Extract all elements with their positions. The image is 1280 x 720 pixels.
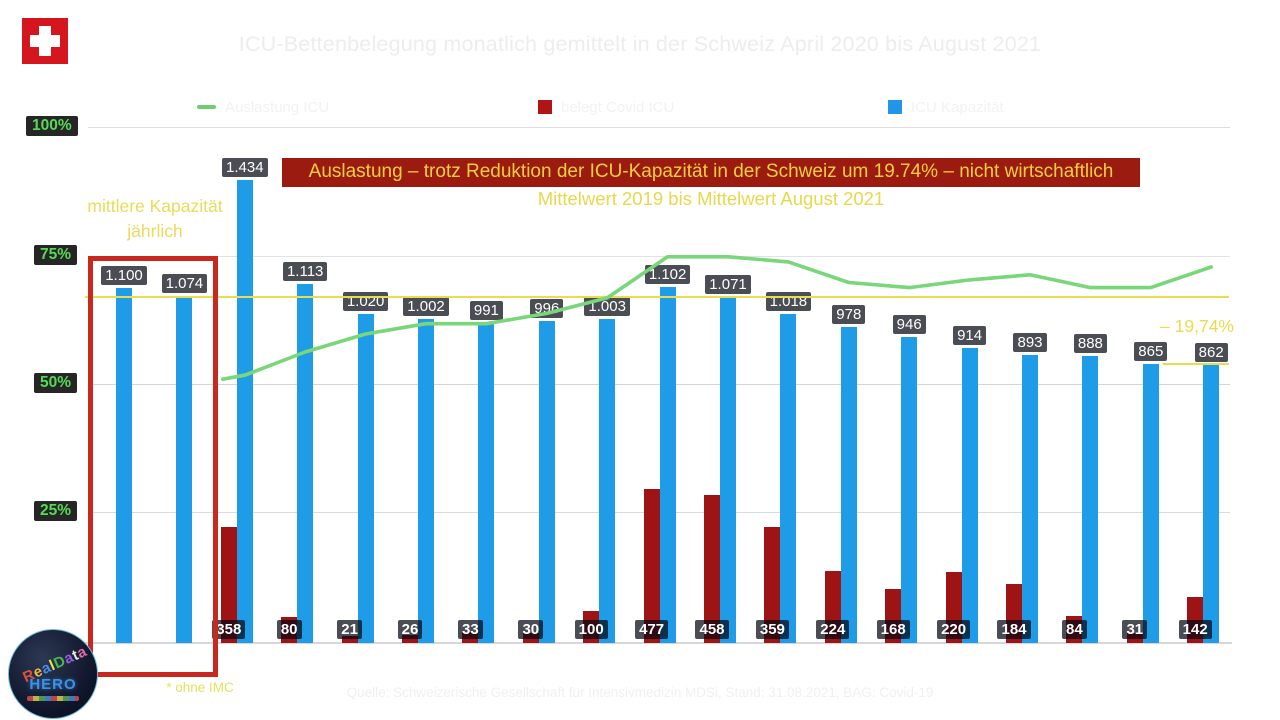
covid-bar [704, 495, 720, 643]
x-axis-baseline [85, 642, 1232, 644]
capacity-value-label: 1.003 [562, 297, 652, 316]
covid-value-label: 358 [184, 620, 274, 639]
red-square-marker-icon [538, 100, 552, 114]
capacity-value-label: 1.113 [260, 262, 350, 281]
capacity-bar [780, 314, 797, 643]
legend-item-auslastung: Auslastung ICU [197, 98, 330, 116]
covid-value-label: 359 [727, 620, 817, 639]
gridline-100 [88, 127, 1230, 128]
covid-value-label: 220 [909, 620, 999, 639]
footnote: * ohne IMC [166, 680, 234, 695]
y-axis-label-25: 25% [34, 501, 78, 521]
covid-value-label: 84 [1029, 620, 1119, 639]
covid-bar [402, 635, 418, 643]
logo: RealData HERO [8, 629, 98, 719]
legend-label: belegt Covid ICU [561, 98, 675, 116]
covid-bar [220, 527, 237, 643]
covid-value-label: 26 [365, 620, 455, 639]
covid-value-label: 30 [486, 620, 576, 639]
capacity-value-label: 1.100 [79, 266, 169, 285]
capacity-bar [840, 327, 857, 643]
capacity-bar [1022, 355, 1038, 643]
capacity-bar [901, 337, 918, 643]
covid-value-label: 100 [546, 620, 636, 639]
x-axis-label: 08 [1193, 650, 1213, 669]
swiss-flag [22, 18, 68, 64]
covid-value-label: 458 [667, 620, 757, 639]
x-axis-label: 11 [650, 650, 669, 669]
x-axis-label: 08 [468, 650, 488, 669]
capacity-bar [720, 297, 736, 643]
covid-value-label: 477 [607, 620, 697, 639]
capacity-bar [176, 296, 193, 643]
legend-item-covid: belegt Covid ICU [538, 98, 675, 116]
blue-square-marker-icon [888, 100, 902, 114]
capacity-bar [357, 314, 374, 643]
gridline-50 [88, 384, 1230, 385]
source-note: Quelle: Schweizerische Gesellschaft für … [346, 685, 934, 700]
logo-subtitle: HERO [29, 676, 77, 693]
x-axis-label: 2018 [97, 650, 135, 669]
covid-value-label: 80 [244, 620, 334, 639]
capacity-bar [1142, 364, 1159, 643]
covid-value-label: 184 [969, 620, 1059, 639]
capacity-bar [478, 323, 495, 643]
covid-bar [643, 489, 660, 643]
x-axis-label: 2019* [155, 650, 198, 670]
x-axis-label: 10 [589, 650, 609, 669]
legend-item-kapazitaet: ICU Kapazität [888, 98, 1004, 116]
mean-2019-line [85, 296, 1229, 298]
covid-value-label: 168 [848, 620, 938, 639]
x-axis-label: 07 [408, 650, 428, 669]
capacity-bar [1203, 365, 1220, 643]
x-axis-label: 02 [831, 650, 851, 669]
mean-2021-line [1163, 363, 1229, 365]
x-axis-label: 09 [529, 650, 549, 669]
capacity-bar [961, 348, 978, 643]
capacity-bar [538, 321, 555, 643]
capacity-bar [599, 319, 616, 643]
legend-label: Auslastung ICU [225, 98, 330, 116]
covid-value-label: 33 [425, 620, 515, 639]
x-axis-label: 04 [227, 650, 247, 669]
x-axis-label: 03 [891, 650, 911, 669]
legend-label: ICU Kapazität [911, 98, 1004, 116]
capacity-bar [236, 180, 253, 643]
capacity-bar [1082, 356, 1099, 643]
y-axis-label-100: 100% [26, 116, 78, 136]
capacity-frame-title: mittlere Kapazität jährlich [87, 196, 223, 241]
covid-bar [764, 527, 781, 643]
capacity-value-label: 862 [1166, 343, 1256, 362]
capacity-bar [659, 287, 676, 643]
x-axis-label: 01 [770, 650, 790, 669]
line-marker-icon [197, 105, 216, 109]
logo-fineprint [27, 696, 79, 701]
x-axis-label: 05 [287, 650, 307, 669]
y-axis-label-75: 75% [34, 245, 78, 265]
covid-value-label: 21 [305, 620, 395, 639]
x-axis-label: 04 [952, 650, 972, 669]
x-axis-label: 06 [348, 650, 368, 669]
capacity-bar [418, 319, 434, 643]
covid-value-label: 142 [1150, 620, 1240, 639]
capacity-value-label: 1.434 [200, 158, 290, 177]
x-axis-label: 05 [1012, 650, 1032, 669]
covid-value-label: 31 [1090, 620, 1180, 639]
capacity-highlight-frame [88, 256, 218, 677]
y-axis-label-50: 50% [34, 373, 78, 393]
banner-subtitle: Mittelwert 2019 bis Mittelwert August 20… [537, 188, 885, 209]
x-axis-label: 12 [710, 650, 730, 669]
x-axis-label: 06 [1072, 650, 1092, 669]
covid-bar [341, 636, 358, 643]
reduction-label: – 19,74% [1160, 316, 1234, 336]
banner-headline: Auslastung – trotz Reduktion der ICU-Kap… [282, 158, 1140, 187]
page-title: ICU-Bettenbelegung monatlich gemittelt i… [238, 32, 1042, 56]
capacity-value-label: 1.074 [139, 274, 229, 293]
capacity-bar [297, 284, 314, 643]
capacity-bar [116, 288, 132, 643]
x-axis-label: 07 [1133, 650, 1153, 669]
covid-value-label: 224 [788, 620, 878, 639]
